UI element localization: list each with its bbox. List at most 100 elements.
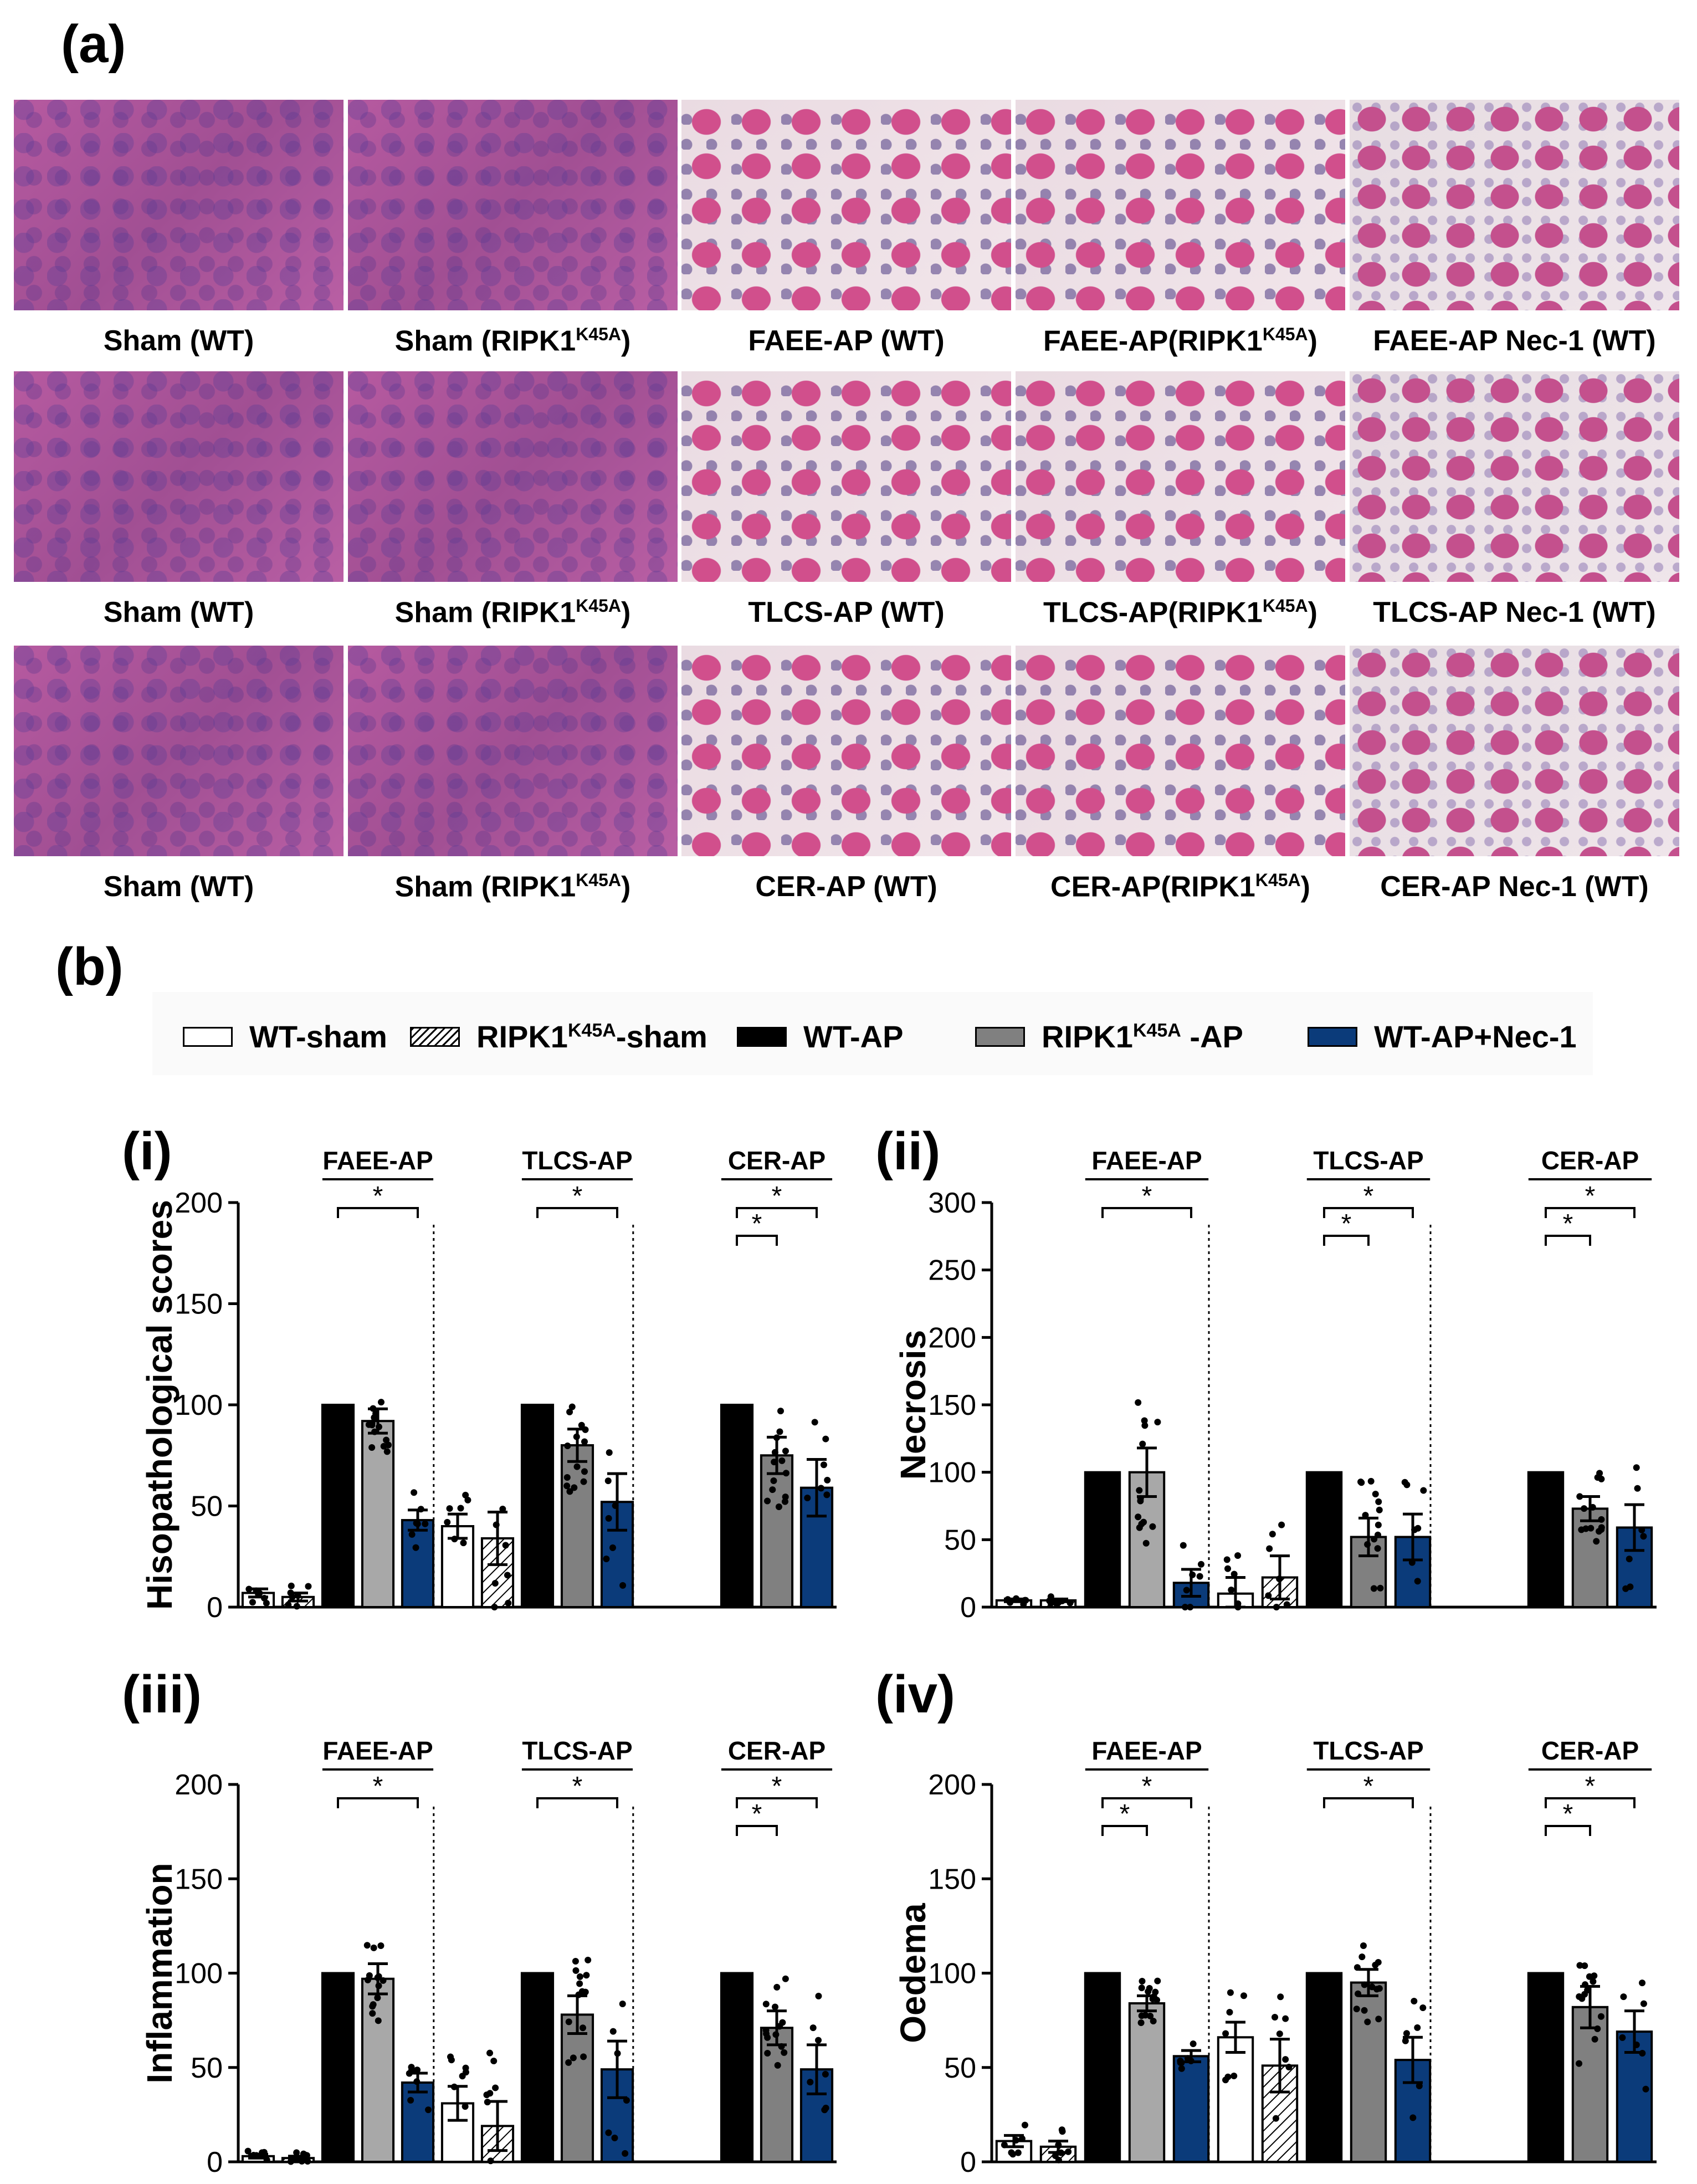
data-point xyxy=(364,1976,371,1983)
data-point xyxy=(1367,1477,1375,1485)
data-point xyxy=(1587,1525,1595,1532)
histology-image xyxy=(1016,646,1345,856)
data-point xyxy=(566,1488,573,1495)
significance-star: * xyxy=(752,1209,762,1239)
data-point xyxy=(1376,1985,1383,1992)
data-point xyxy=(1222,2076,1229,2084)
histology-image xyxy=(14,371,343,582)
data-point xyxy=(1055,2156,1062,2163)
group-title: CER-AP xyxy=(1541,1736,1639,1765)
data-point xyxy=(451,1536,458,1543)
data-point xyxy=(1266,1545,1273,1552)
data-point xyxy=(1375,1521,1382,1528)
data-point xyxy=(1596,1528,1603,1535)
significance-star: * xyxy=(1363,1181,1374,1211)
histology-label: Sham (RIPK1K45A) xyxy=(348,596,678,629)
data-point xyxy=(1153,1997,1161,2004)
histology-image xyxy=(348,371,678,582)
data-point xyxy=(769,1486,776,1493)
data-point xyxy=(377,1942,384,1950)
data-point xyxy=(493,1521,500,1528)
data-point xyxy=(1276,1576,1283,1583)
data-point xyxy=(764,1497,771,1505)
data-point xyxy=(375,1423,382,1430)
histology-label-text: TLCS-AP (WT) xyxy=(748,596,945,628)
data-point xyxy=(1135,1513,1142,1521)
significance-star: * xyxy=(1142,1772,1152,1801)
bar xyxy=(1084,1972,1121,2163)
data-point xyxy=(417,1506,424,1513)
data-point xyxy=(1004,1596,1011,1603)
data-point xyxy=(369,2010,376,2017)
histology-label-superscript: K45A xyxy=(576,324,621,344)
data-point xyxy=(249,1599,256,1606)
data-point xyxy=(1411,1526,1418,1533)
data-point xyxy=(1355,1990,1362,1997)
data-point xyxy=(1141,1417,1148,1424)
data-point xyxy=(374,1974,381,1981)
bar xyxy=(1571,2006,1609,2163)
data-point xyxy=(1619,2034,1626,2041)
data-point xyxy=(822,2104,829,2111)
data-point xyxy=(1180,1542,1187,1549)
data-point xyxy=(1414,2024,1421,2031)
histology-image xyxy=(681,371,1011,582)
bar xyxy=(1527,1972,1565,2163)
data-point xyxy=(1408,1559,1416,1566)
histology-label-superscript: K45A xyxy=(1262,324,1308,344)
data-point xyxy=(1353,2006,1360,2013)
significance-bracket xyxy=(337,1207,419,1218)
data-point xyxy=(1370,1585,1377,1592)
data-point xyxy=(585,1956,592,1963)
data-point xyxy=(1354,1964,1361,1971)
legend-item: WT-AP xyxy=(737,1019,903,1055)
histology-image xyxy=(348,646,678,856)
data-point xyxy=(425,2106,432,2114)
histology-label-suffix: ) xyxy=(621,325,631,357)
legend-label: WT-AP xyxy=(803,1019,904,1054)
data-point xyxy=(1640,1533,1647,1540)
data-point xyxy=(762,2001,770,2008)
data-point xyxy=(776,1428,783,1435)
data-point xyxy=(1178,2065,1185,2072)
data-point xyxy=(1053,1600,1060,1607)
data-point xyxy=(609,1544,616,1551)
bar xyxy=(1305,1471,1343,1609)
data-point xyxy=(1012,2136,1019,2144)
significance-bracket xyxy=(1545,1825,1591,1836)
data-point xyxy=(287,2158,294,2165)
bar xyxy=(361,1977,395,2163)
data-point xyxy=(1402,2037,1409,2044)
histology-label-text: Sham (RIPK1 xyxy=(394,596,576,629)
bar xyxy=(1084,1471,1121,1609)
data-point xyxy=(1357,1479,1365,1486)
data-point xyxy=(1146,1984,1153,1992)
legend-item: RIPK1K45A-sham xyxy=(410,1019,707,1055)
data-point xyxy=(487,2157,494,2165)
histology-image xyxy=(1016,100,1345,310)
legend-label: RIPK1K45A-sham xyxy=(476,1019,707,1054)
histology-label: Sham (RIPK1K45A) xyxy=(348,324,678,357)
data-point xyxy=(260,2149,268,2156)
histology-label-text: Sham (WT) xyxy=(103,596,254,628)
data-point xyxy=(263,1599,270,1607)
panel-a-label: (a) xyxy=(61,14,126,74)
data-point xyxy=(380,1977,387,1984)
histology-label-text: CER-AP Nec-1 (WT) xyxy=(1380,871,1649,903)
data-point xyxy=(563,1482,571,1490)
data-point xyxy=(1135,1399,1142,1406)
data-point xyxy=(782,1493,789,1501)
data-point xyxy=(771,1449,778,1456)
legend-swatch xyxy=(1308,1026,1357,1047)
y-tick-label: 0 xyxy=(960,1592,976,1624)
significance-star: * xyxy=(1585,1772,1596,1801)
legend-label: WT-AP+Nec-1 xyxy=(1374,1019,1577,1054)
data-point xyxy=(1224,1565,1232,1572)
histology-image xyxy=(681,100,1011,310)
data-point xyxy=(1240,1992,1247,1999)
data-point xyxy=(1582,1981,1589,1988)
data-point xyxy=(776,2023,783,2030)
data-point xyxy=(775,1503,782,1510)
data-point xyxy=(1416,2083,1423,2090)
histology-image xyxy=(348,100,678,310)
